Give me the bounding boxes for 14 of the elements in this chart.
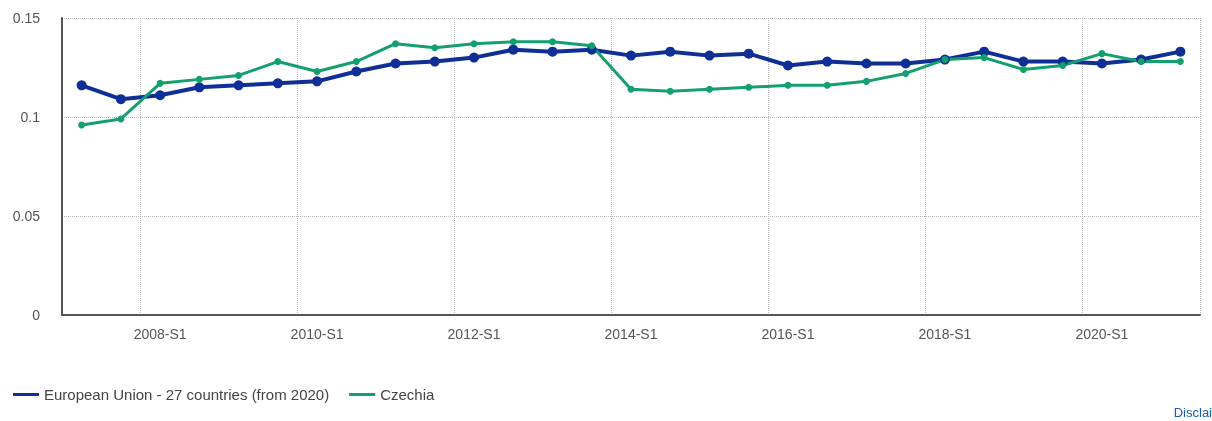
text: Disclai xyxy=(1173,405,1212,420)
y-tick-label: 0.15 xyxy=(12,10,41,26)
legend-label: Czechia xyxy=(380,386,435,403)
legend-label: European Union - 27 countries (from 2020) xyxy=(44,386,330,403)
x-tick-label: 2014-S1 xyxy=(604,326,658,342)
x-tick-label: 2020-S1 xyxy=(1075,326,1129,342)
y-tick-label: 0 xyxy=(32,307,41,323)
y-tick-label: 0.05 xyxy=(12,208,41,224)
x-tick-label: 2010-S1 xyxy=(290,326,344,342)
x-tick-label: 2008-S1 xyxy=(133,326,187,342)
x-tick-label: 2016-S1 xyxy=(761,326,815,342)
x-tick-label: 2018-S1 xyxy=(918,326,972,342)
y-tick-label: 0.1 xyxy=(20,109,41,125)
x-tick-label: 2012-S1 xyxy=(447,326,501,342)
